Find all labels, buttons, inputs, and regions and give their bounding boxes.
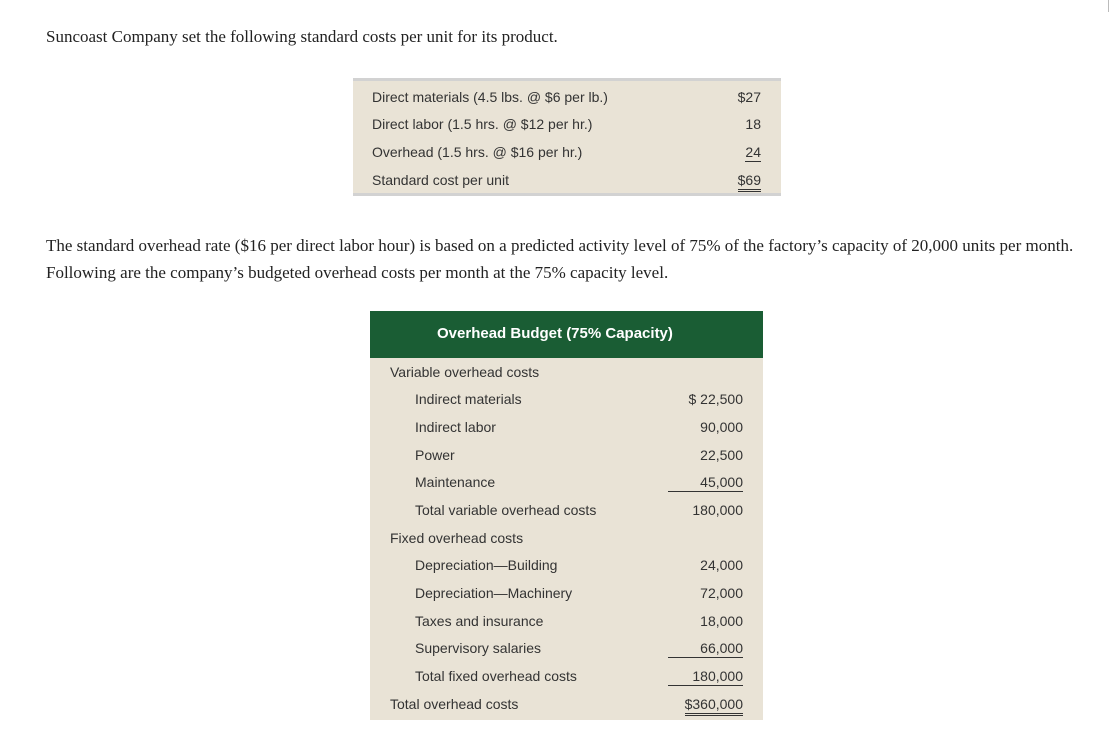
budget-row: Supervisory salaries 66,000 [370, 636, 763, 662]
standard-cost-label: Standard cost per unit [372, 172, 509, 188]
budget-row: Taxes and insurance 18,000 [370, 609, 763, 635]
budget-label: Variable overhead costs [390, 364, 540, 380]
budget-label: Supervisory salaries [415, 640, 542, 656]
budget-label: Indirect materials [415, 391, 522, 407]
budget-value: 22,500 [700, 447, 743, 463]
budget-label: Total variable overhead costs [415, 502, 597, 518]
budget-value: 45,000 [668, 474, 743, 492]
budget-value: 24,000 [700, 557, 743, 573]
budget-section-heading: Fixed overhead costs [370, 526, 763, 552]
budget-total-row: Total overhead costs $360,000 [370, 692, 763, 718]
standard-cost-label: Overhead (1.5 hrs. @ $16 per hr.) [372, 144, 583, 160]
standard-cost-label: Direct labor (1.5 hrs. @ $12 per hr.) [372, 116, 593, 132]
budget-subtotal-row: Total variable overhead costs 180,000 [370, 498, 763, 524]
budget-label: Indirect labor [415, 419, 496, 435]
budget-label: Taxes and insurance [415, 613, 544, 629]
budget-subtotal-row: Total fixed overhead costs 180,000 [370, 664, 763, 690]
budget-label: Power [415, 447, 455, 463]
budget-label: Maintenance [415, 474, 496, 490]
budget-label: Depreciation—Machinery [415, 585, 573, 601]
intro-text: Suncoast Company set the following stand… [46, 27, 558, 46]
budget-label: Total overhead costs [390, 696, 519, 712]
budget-value: 90,000 [700, 419, 743, 435]
budget-value: $ 22,500 [688, 391, 744, 407]
budget-label: Fixed overhead costs [390, 530, 524, 546]
budget-row: Indirect labor 90,000 [370, 415, 763, 441]
standard-cost-total-row: Standard cost per unit $69 [353, 169, 781, 192]
standard-cost-table: Direct materials (4.5 lbs. @ $6 per lb.)… [353, 78, 781, 196]
budget-label: Depreciation—Building [415, 557, 558, 573]
standard-cost-row: Direct materials (4.5 lbs. @ $6 per lb.)… [353, 86, 781, 108]
standard-cost-row: Direct labor (1.5 hrs. @ $12 per hr.) 18 [353, 113, 781, 135]
budget-row: Maintenance 45,000 [370, 470, 763, 496]
standard-cost-value: $27 [737, 89, 761, 105]
overhead-rate-paragraph: The standard overhead rate ($16 per dire… [46, 236, 1074, 282]
budget-value: 180,000 [668, 668, 743, 686]
standard-cost-total-value: $69 [737, 172, 761, 192]
corner-divider [1108, 0, 1109, 12]
budget-row: Indirect materials $ 22,500 [370, 387, 763, 413]
standard-cost-label: Direct materials (4.5 lbs. @ $6 per lb.) [372, 89, 608, 105]
standard-cost-value: 24 [745, 144, 761, 162]
budget-row: Depreciation—Building 24,000 [370, 553, 763, 579]
budget-row: Power 22,500 [370, 443, 763, 469]
overhead-budget-title: Overhead Budget (75% Capacity) [437, 325, 673, 342]
budget-value: 180,000 [692, 502, 743, 518]
budget-value: 18,000 [700, 613, 743, 629]
budget-row: Depreciation—Machinery 72,000 [370, 581, 763, 607]
budget-total-value: $360,000 [684, 696, 743, 716]
budget-value: 66,000 [668, 640, 743, 658]
standard-cost-row: Overhead (1.5 hrs. @ $16 per hr.) 24 [353, 141, 781, 163]
budget-label: Total fixed overhead costs [415, 668, 577, 684]
budget-section-heading: Variable overhead costs [370, 360, 763, 386]
budget-value: 72,000 [700, 585, 743, 601]
overhead-budget-header: Overhead Budget (75% Capacity) [370, 311, 763, 358]
standard-cost-value: 18 [745, 116, 761, 132]
overhead-budget-table: Overhead Budget (75% Capacity) Variable … [370, 311, 763, 720]
